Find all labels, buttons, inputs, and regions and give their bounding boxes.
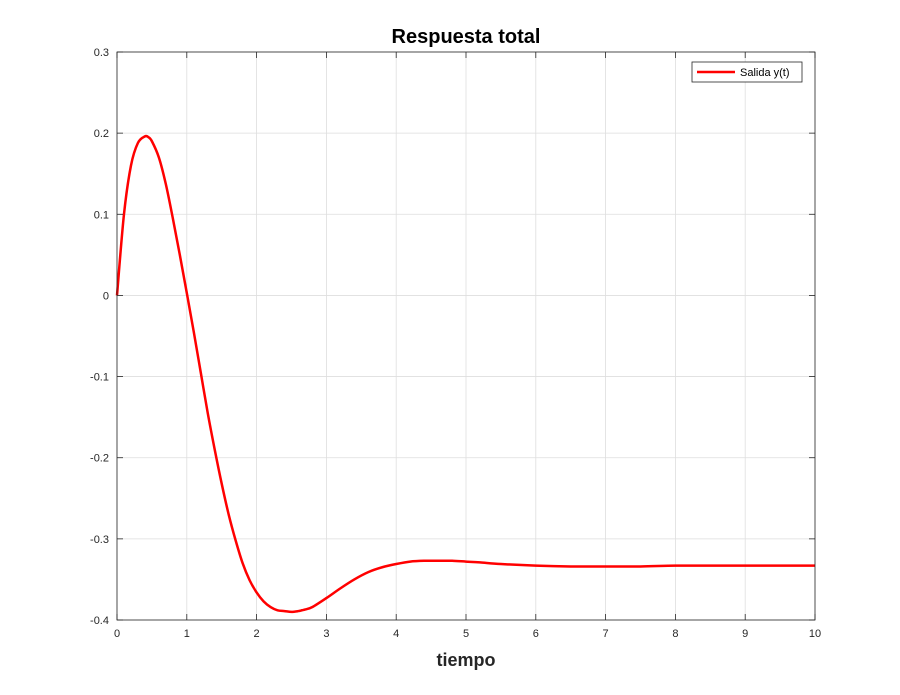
x-tick-label: 4 bbox=[393, 628, 399, 640]
series-layer bbox=[115, 134, 815, 614]
x-tick-label: 9 bbox=[742, 628, 748, 640]
axis-ticks: 0 1 2 3 4 5 6 7 8 9 10 -0.4 -0.3 -0.2 -0.1 0 0.1 0.2 0.3 bbox=[90, 47, 821, 640]
x-tick-label: 5 bbox=[463, 628, 469, 640]
x-axis-label: tiempo bbox=[436, 650, 495, 670]
x-tick-label: 3 bbox=[323, 628, 329, 640]
legend: Salida y(t) bbox=[691, 61, 803, 83]
y-tick-label: 0 bbox=[103, 290, 109, 302]
legend-label: Salida y(t) bbox=[740, 67, 790, 79]
series-line bbox=[115, 134, 815, 614]
y-tick-label: -0.4 bbox=[90, 615, 109, 627]
y-tick-label: 0.3 bbox=[94, 47, 109, 59]
x-tick-label: 0 bbox=[114, 628, 120, 640]
x-tick-label: 10 bbox=[809, 628, 821, 640]
y-tick-label: 0.1 bbox=[94, 209, 109, 221]
x-tick-label: 6 bbox=[533, 628, 539, 640]
y-tick-label: -0.2 bbox=[90, 453, 109, 465]
legend-box bbox=[691, 61, 803, 83]
y-tick-label: 0.2 bbox=[94, 128, 109, 140]
x-tick-label: 2 bbox=[254, 628, 260, 640]
y-tick-label: -0.3 bbox=[90, 534, 109, 546]
x-tick-label: 8 bbox=[672, 628, 678, 640]
chart-title: Respuesta total bbox=[392, 26, 541, 48]
y-tick-label: -0.1 bbox=[90, 372, 109, 384]
x-tick-label: 1 bbox=[184, 628, 190, 640]
x-tick-label: 7 bbox=[603, 628, 609, 640]
